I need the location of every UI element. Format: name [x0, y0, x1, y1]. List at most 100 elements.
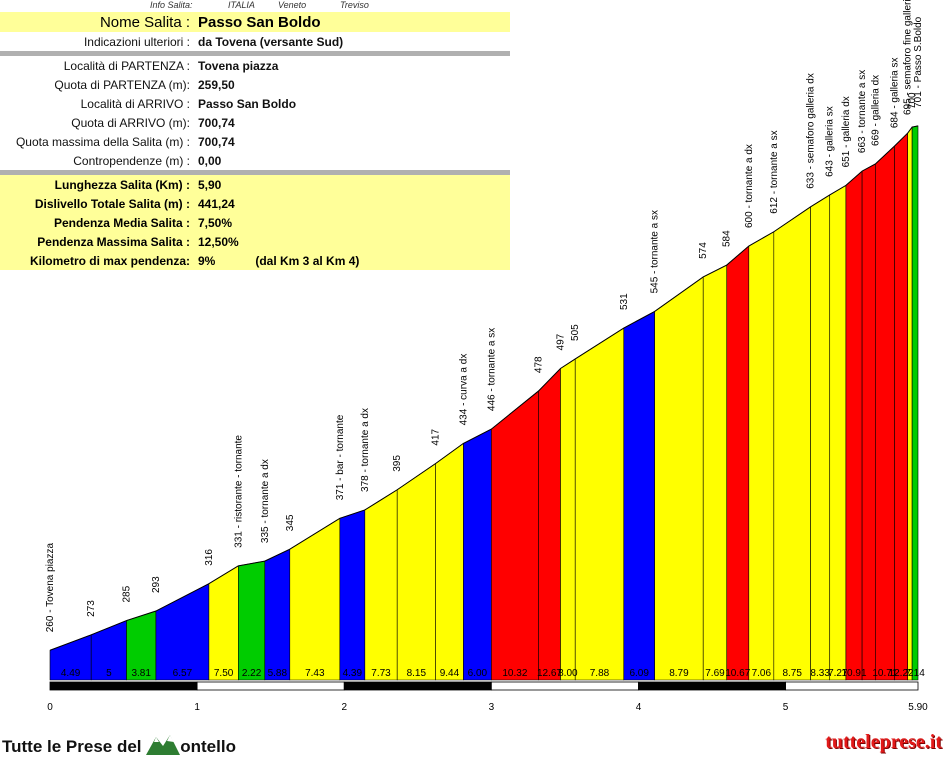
altitude-label: 651 - galleria dx — [841, 96, 852, 167]
altitude-label: 700 — [907, 92, 918, 109]
altitude-label: 600 - tornante a dx — [744, 144, 755, 228]
max-grade-label: Pendenza Massima Salita : — [37, 234, 190, 249]
grade-label: 7.43 — [305, 668, 325, 679]
end-location-value: Passo San Boldo — [198, 96, 297, 111]
region: Veneto — [278, 0, 307, 10]
profile-segment — [748, 231, 775, 681]
km-axis-block — [196, 681, 345, 691]
end-altitude-label: Quota di ARRIVO (m): — [71, 115, 190, 130]
row-length: Lunghezza Salita (Km) : 5,90 — [0, 175, 510, 194]
profile-segment — [654, 276, 704, 681]
grade-label: 12.67 — [537, 668, 562, 679]
altitude-label: 545 - tornante a sx — [650, 210, 661, 293]
profile-segment — [463, 428, 492, 681]
km-axis-block — [49, 681, 198, 691]
grade-label: 10.67 — [725, 668, 750, 679]
altitude-label: 478 — [533, 356, 544, 373]
row-notes: Indicazioni ulteriori : da Tovena (versa… — [0, 32, 510, 51]
grade-label: 9.44 — [440, 668, 460, 679]
grade-label: 8.79 — [669, 668, 689, 679]
altitude-label: 531 — [619, 293, 630, 310]
grade-label: 7.27 — [828, 668, 848, 679]
grade-label: 7.06 — [752, 668, 772, 679]
altitude-label: 331 - ristorante - tornante — [233, 435, 244, 548]
start-location-value: Tovena piazza — [198, 58, 279, 73]
mountain-m-icon — [146, 735, 181, 755]
grade-label: 5.88 — [268, 668, 288, 679]
info-header: Info Salita: ITALIA Veneto Treviso — [0, 0, 510, 12]
site-logo-left: Tutte le Prese del ontello — [2, 733, 236, 757]
grade-label: 3.81 — [131, 668, 151, 679]
x-tick-label: 0 — [47, 702, 53, 713]
km-axis-block — [343, 681, 492, 691]
counter-slopes-label: Contropendenze (m) : — [73, 153, 190, 168]
altitude-label: 371 - bar - tornante — [335, 414, 346, 500]
profile-segment — [773, 206, 811, 681]
max-grade-km-value: 9% (dal Km 3 al Km 4) — [196, 254, 510, 268]
altitude-label: 695 - semaforo fine gallerie — [903, 0, 914, 115]
profile-segment — [907, 126, 913, 681]
profile-segments — [49, 125, 919, 681]
profile-segment — [623, 310, 655, 681]
profile-segment — [861, 163, 876, 681]
grade-label: 7.69 — [705, 668, 725, 679]
grade-label: 6.09 — [629, 668, 649, 679]
counter-slopes-value: 0,00 — [198, 153, 222, 168]
x-tick-label: 3 — [489, 702, 495, 713]
altitude-labels: 260 - Tovena piazza 273 285 293 316 331 - ris… — [45, 0, 924, 632]
x-tick-label: 4 — [636, 702, 642, 713]
altitude-label: 584 — [722, 230, 733, 247]
end-altitude-value: 700,74 — [198, 115, 235, 130]
grade-label: 8.00 — [558, 668, 578, 679]
max-altitude-label: Quota massima della Salita (m) : — [15, 134, 190, 149]
altitude-label: 285 — [122, 585, 133, 602]
row-gain: Dislivello Totale Salita (m) : 441,24 — [0, 194, 510, 213]
row-counter-slopes: Contropendenze (m) : 0,00 — [0, 151, 510, 170]
grade-label: 7.88 — [590, 668, 610, 679]
start-altitude-label: Quota di PARTENZA (m): — [54, 77, 190, 92]
info-label: Info Salita: — [150, 0, 193, 10]
max-grade-km-grade: 9% — [198, 253, 216, 268]
row-max-altitude: Quota massima della Salita (m) : 700,74 — [0, 132, 510, 151]
km-axis-block — [785, 681, 919, 691]
altitude-label: 684 - galleria sx — [889, 58, 900, 129]
profile-segment — [208, 565, 239, 681]
grade-label: 8.75 — [782, 668, 802, 679]
altitude-label: 574 — [698, 242, 709, 259]
altitude-label: 434 - curva a dx — [458, 354, 469, 426]
row-climb-name: Nome Salita : Passo San Boldo — [0, 12, 510, 32]
row-end-altitude: Quota di ARRIVO (m): 700,74 — [0, 113, 510, 132]
end-location-label: Località di ARRIVO : — [80, 96, 190, 111]
length-value: 5,90 — [198, 177, 222, 192]
row-max-grade: Pendenza Massima Salita : 12,50% — [0, 232, 510, 251]
row-avg-grade: Pendenza Media Salita : 7,50% — [0, 213, 510, 232]
profile-segment — [339, 509, 366, 681]
profile-segment — [435, 442, 464, 681]
km-axis-block — [490, 681, 639, 691]
start-altitude-value: 259,50 — [198, 77, 235, 92]
altitude-label: 335 - tornante a dx — [260, 459, 271, 543]
profile-segment — [875, 145, 895, 681]
altitude-label: 505 — [570, 324, 581, 341]
altitude-label: 701 - Passo S.Boldo — [913, 16, 924, 108]
profile-segment — [845, 170, 863, 681]
grade-label: 6.00 — [468, 668, 488, 679]
altitude-label: 293 — [151, 576, 162, 593]
grade-label: 12.22 — [889, 668, 914, 679]
altitude-label: 316 — [204, 549, 215, 566]
grade-label: 10.91 — [841, 668, 866, 679]
length-label: Lunghezza Salita (Km) : — [54, 177, 190, 192]
grade-label: 8.33 — [810, 668, 830, 679]
profile-segment — [911, 125, 919, 681]
grade-label: 7.14 — [905, 668, 925, 679]
profile-segment — [396, 463, 436, 681]
grade-label: 5 — [106, 668, 112, 679]
gain-label: Dislivello Totale Salita (m) : — [34, 196, 190, 211]
grade-label: 8.15 — [407, 668, 427, 679]
altitude-label: 260 - Tovena piazza — [45, 543, 56, 633]
logo-text-pre: Tutte le Prese del — [2, 737, 147, 756]
profile-segment — [560, 358, 576, 681]
climb-name-value: Passo San Boldo — [198, 13, 321, 31]
altitude-label: 395 — [392, 455, 403, 472]
